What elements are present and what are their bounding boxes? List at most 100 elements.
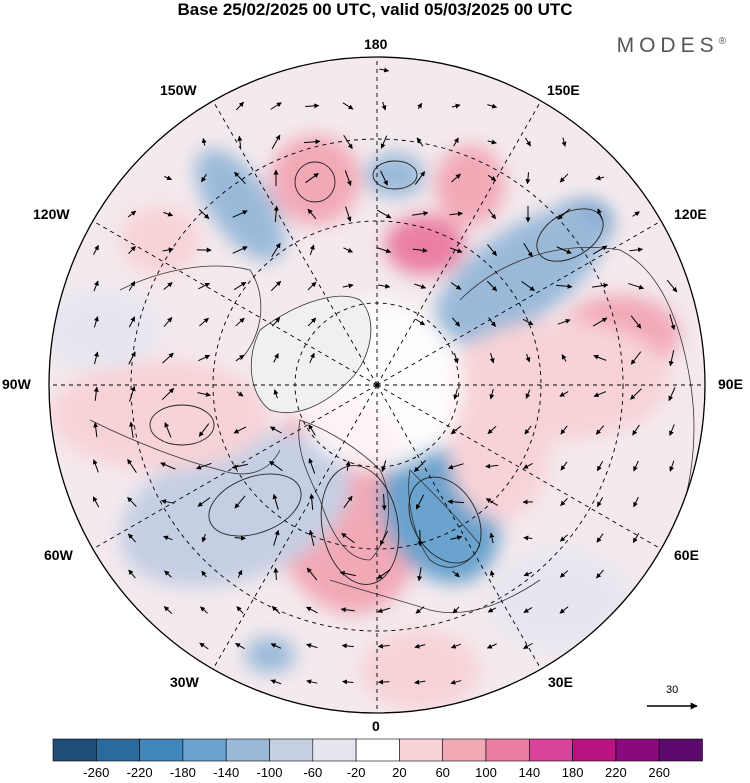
wind-vector bbox=[234, 495, 246, 509]
wind-vector bbox=[413, 459, 427, 473]
wind-vector bbox=[163, 211, 174, 217]
wind-vector bbox=[269, 426, 282, 434]
colorbar-tick-label: -20 bbox=[346, 765, 366, 780]
contour-line bbox=[149, 404, 215, 446]
wind-vector bbox=[596, 533, 604, 543]
wind-vector bbox=[377, 607, 391, 613]
wind-vector bbox=[341, 643, 354, 649]
contour-line bbox=[208, 473, 302, 537]
wind-vector bbox=[232, 246, 248, 254]
wind-vector bbox=[415, 606, 425, 614]
contour-line bbox=[372, 160, 418, 190]
anomaly-blob bbox=[365, 153, 425, 197]
colorbar-tick-label: 260 bbox=[648, 765, 671, 780]
wind-vector bbox=[236, 101, 244, 111]
wind-vector bbox=[452, 606, 460, 614]
wind-vector bbox=[593, 354, 607, 361]
wind-vector bbox=[93, 386, 99, 401]
wind-vector bbox=[344, 170, 352, 186]
wind-vector bbox=[523, 607, 533, 613]
wind-vector bbox=[596, 497, 604, 508]
colorbar-box bbox=[52, 738, 97, 762]
wind-vector bbox=[668, 350, 675, 367]
meridian-line bbox=[376, 100, 542, 386]
wind-vector bbox=[453, 352, 459, 364]
wind-vector bbox=[523, 535, 533, 541]
colorbar-box bbox=[485, 738, 530, 762]
wind-vector bbox=[270, 102, 282, 110]
wind-vector bbox=[306, 606, 318, 614]
wind-vector bbox=[343, 247, 353, 253]
wind-vector bbox=[521, 280, 535, 292]
wind-vector bbox=[597, 208, 603, 220]
wind-vector bbox=[595, 425, 605, 435]
wind-vector bbox=[487, 607, 497, 613]
wind-vector bbox=[487, 103, 498, 109]
wind-vector bbox=[195, 462, 212, 470]
anomaly-blob bbox=[360, 630, 480, 710]
colorbar-tick-label: -100 bbox=[256, 765, 283, 780]
label-60e: 60E bbox=[674, 547, 699, 563]
wind-vector bbox=[417, 102, 423, 109]
wind-vector bbox=[233, 281, 247, 291]
label-90w: 90W bbox=[2, 376, 31, 392]
wind-vector bbox=[93, 280, 99, 292]
anomaly-blob bbox=[50, 360, 270, 470]
wind-vector bbox=[377, 643, 390, 649]
wind-vector bbox=[630, 315, 642, 329]
wind-vectors bbox=[92, 67, 678, 685]
wind-vector bbox=[451, 103, 461, 109]
wind-vector bbox=[595, 175, 605, 181]
wind-vector bbox=[669, 460, 675, 472]
wind-vector bbox=[93, 351, 99, 365]
wind-vector bbox=[129, 385, 136, 402]
wind-vector bbox=[523, 642, 533, 650]
wind-vector bbox=[233, 426, 247, 434]
label-120e: 120E bbox=[674, 206, 707, 222]
wind-vector bbox=[450, 679, 462, 685]
wind-vector bbox=[273, 205, 279, 223]
wind-vector bbox=[596, 569, 604, 579]
colorbar-tick-label: -260 bbox=[83, 765, 110, 780]
wind-vector bbox=[128, 280, 136, 291]
anomaly-blob bbox=[490, 550, 630, 650]
colorbar-box bbox=[182, 738, 227, 762]
wind-vector bbox=[237, 569, 243, 579]
wind-vector bbox=[127, 210, 137, 218]
colorbar-box bbox=[225, 738, 270, 762]
colorbar-box bbox=[96, 738, 140, 762]
wind-vector bbox=[381, 493, 387, 511]
wind-vector bbox=[199, 317, 209, 327]
wind-vector bbox=[450, 535, 463, 541]
wind-vector bbox=[343, 495, 353, 509]
wind-vector bbox=[236, 606, 244, 614]
wind-vector bbox=[201, 570, 207, 578]
label-150e: 150E bbox=[547, 82, 580, 98]
meridian-line bbox=[376, 384, 662, 550]
wind-vector bbox=[487, 425, 497, 435]
wind-vector bbox=[164, 422, 172, 438]
wind-vector bbox=[487, 208, 497, 220]
wind-vector bbox=[237, 135, 243, 148]
wind-vector bbox=[669, 314, 676, 331]
wind-vector bbox=[412, 210, 429, 216]
wind-vector bbox=[199, 642, 209, 650]
label-90e: 90E bbox=[718, 376, 743, 392]
wind-vector bbox=[489, 352, 495, 364]
wind-vector bbox=[129, 421, 134, 438]
anomaly-blob bbox=[195, 149, 285, 261]
wind-vector bbox=[525, 172, 531, 185]
latitude-circle bbox=[130, 138, 624, 632]
wind-vector bbox=[305, 103, 320, 109]
wind-vector bbox=[415, 318, 426, 326]
wind-vector bbox=[414, 171, 426, 185]
label-180: 180 bbox=[364, 36, 388, 52]
wind-vector bbox=[271, 606, 281, 614]
wind-vector bbox=[93, 316, 99, 328]
wind-vector bbox=[561, 137, 567, 147]
wind-vector bbox=[272, 493, 279, 510]
wind-vector bbox=[560, 461, 568, 471]
colorbar-box bbox=[312, 738, 357, 762]
wind-vector bbox=[557, 318, 571, 325]
wind-vector bbox=[668, 387, 676, 402]
